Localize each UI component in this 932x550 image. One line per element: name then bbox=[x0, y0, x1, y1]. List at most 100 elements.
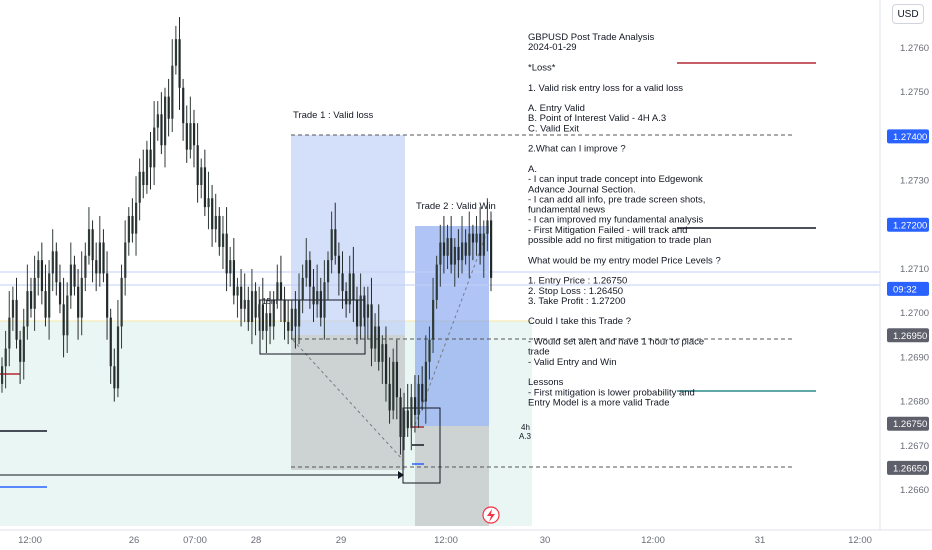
candle-body bbox=[312, 286, 315, 305]
candle-body bbox=[124, 242, 127, 278]
candle-body bbox=[457, 246, 460, 261]
candle-body bbox=[287, 322, 290, 331]
candle-body bbox=[156, 114, 159, 128]
analysis-line: 3. Take Profit : 1.27200 bbox=[528, 296, 626, 307]
candle-body bbox=[359, 295, 362, 327]
svg-text:09:32: 09:32 bbox=[893, 284, 917, 295]
price-tick-label: 1.2730 bbox=[900, 176, 929, 187]
candle-body bbox=[4, 348, 7, 367]
price-tick-label: 1.2700 bbox=[900, 308, 929, 319]
candle-body bbox=[421, 383, 424, 402]
trade1-stop-box bbox=[291, 335, 405, 470]
candle-body bbox=[308, 260, 312, 287]
analysis-line: trade bbox=[528, 347, 550, 358]
candle-body bbox=[279, 282, 283, 300]
candle-body bbox=[138, 171, 141, 203]
analysis-line: - I can input trade concept into Edgewon… bbox=[528, 174, 703, 185]
candle-body bbox=[185, 123, 188, 150]
analysis-line: 1. Entry Price : 1.26750 bbox=[528, 276, 627, 287]
candle-body bbox=[131, 215, 134, 234]
candle-body bbox=[73, 264, 76, 287]
candle-body bbox=[254, 291, 257, 318]
time-axis[interactable]: 12:00 26 07:00 28 29 12:00 30 12:00 31 12:00 bbox=[18, 535, 872, 546]
price-badge: 1.27200 bbox=[887, 217, 929, 232]
candle-body bbox=[167, 96, 170, 119]
candle-body bbox=[453, 246, 456, 265]
tf-a3-label: A.3 bbox=[519, 432, 532, 441]
candle-body bbox=[113, 366, 116, 389]
candle-body bbox=[232, 260, 236, 296]
candle-body bbox=[80, 277, 83, 318]
analysis-line: - First mitigation is lower probability … bbox=[528, 387, 695, 398]
analysis-line: GBPUSD Post Trade Analysis bbox=[528, 32, 654, 43]
analysis-line: 2. Stop Loss : 1.26450 bbox=[528, 286, 623, 297]
price-axis[interactable]: 1.2760 1.2750 1.2730 1.2710 1.2700 1.2690 1.26… bbox=[900, 43, 929, 496]
candle-body bbox=[221, 233, 225, 247]
candle-body bbox=[11, 299, 15, 318]
candle-body bbox=[236, 286, 239, 296]
candle-body bbox=[44, 291, 47, 318]
analysis-line: - I can add all info, pre trade screen s… bbox=[528, 194, 705, 205]
candle-body bbox=[337, 255, 341, 274]
candle-body bbox=[66, 295, 69, 336]
candle-body bbox=[366, 304, 370, 318]
candle-body bbox=[439, 242, 442, 265]
range-box-15m bbox=[259, 299, 366, 355]
candle-body bbox=[62, 304, 65, 336]
candle-body bbox=[265, 313, 268, 331]
tf-4h-label: 4h bbox=[521, 423, 530, 432]
candle-body bbox=[399, 397, 402, 437]
candle-body bbox=[164, 96, 167, 146]
candle-body bbox=[87, 229, 91, 256]
candle-body bbox=[424, 361, 427, 402]
svg-text:1.26950: 1.26950 bbox=[893, 331, 927, 342]
candle-body bbox=[374, 326, 377, 349]
price-badge: 1.26950 bbox=[887, 328, 929, 343]
svg-text:1.27200: 1.27200 bbox=[893, 220, 927, 231]
time-tick-label: 31 bbox=[755, 535, 766, 546]
svg-text:1.26650: 1.26650 bbox=[893, 463, 927, 474]
entry-box bbox=[402, 407, 441, 484]
candle-body bbox=[106, 273, 109, 318]
candle-body bbox=[355, 299, 359, 327]
analysis-line: 1. Valid risk entry loss for a valid los… bbox=[528, 83, 683, 94]
candle-body bbox=[192, 123, 196, 146]
candle-body bbox=[377, 326, 380, 362]
candle-body bbox=[77, 286, 80, 318]
candle-body bbox=[301, 277, 304, 300]
candle-body bbox=[432, 299, 435, 340]
candle-body bbox=[33, 277, 36, 309]
candle-body bbox=[413, 397, 417, 415]
analysis-line: 2.What can I improve ? bbox=[528, 144, 626, 155]
trade2-stop-box bbox=[415, 426, 489, 526]
candle-body bbox=[298, 299, 301, 327]
lightning-icon[interactable] bbox=[482, 506, 500, 524]
price-badges: 1.27400 1.27200 09:32 1.26950 1.26750 1.26650 bbox=[887, 129, 929, 475]
candle-body bbox=[182, 87, 185, 124]
candle-body bbox=[490, 220, 493, 278]
analysis-line: Entry Model is a more valid Trade bbox=[528, 397, 670, 408]
trade1-label: Trade 1 : Valid loss bbox=[293, 110, 374, 121]
candle-body bbox=[19, 339, 22, 362]
analysis-line: 2024-01-29 bbox=[528, 42, 577, 53]
price-tick-label: 1.2680 bbox=[900, 397, 929, 408]
candle-body bbox=[283, 299, 286, 323]
candle-body bbox=[142, 171, 145, 186]
candle-body bbox=[482, 233, 485, 256]
analysis-line: Lessons bbox=[528, 377, 564, 388]
candle-body bbox=[258, 304, 261, 318]
currency-button[interactable]: USD bbox=[892, 4, 924, 24]
price-badge: 1.26650 bbox=[887, 460, 929, 475]
candle-body bbox=[352, 273, 355, 300]
time-tick-label: 12:00 bbox=[18, 535, 42, 546]
analysis-line: What would be my entry model Price Level… bbox=[528, 255, 721, 266]
candle-body bbox=[211, 198, 214, 230]
candle-body bbox=[243, 299, 246, 309]
candle-body bbox=[250, 291, 254, 323]
trade1-target-box bbox=[291, 135, 405, 335]
candle-body bbox=[149, 149, 152, 168]
candle-body bbox=[22, 326, 25, 362]
svg-text:1.26750: 1.26750 bbox=[893, 419, 927, 430]
candle-body bbox=[363, 295, 366, 318]
